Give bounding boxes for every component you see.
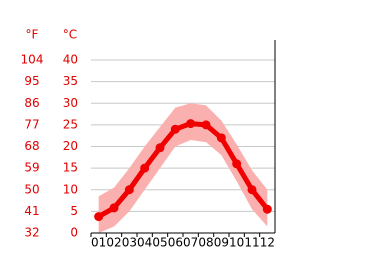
- point: [262, 204, 272, 214]
- x-tick-label: 11: [244, 236, 259, 250]
- y-tick-label: 20: [63, 139, 78, 153]
- y-unit: °C: [63, 28, 77, 42]
- y2-tick-label: 59: [24, 161, 39, 175]
- point: [140, 163, 150, 173]
- point: [109, 203, 119, 213]
- y2-tick-label: 68: [24, 139, 39, 153]
- x-tick-label: 01: [91, 236, 106, 250]
- y2-tick-label: 95: [24, 74, 39, 88]
- y-tick-label: 5: [70, 204, 78, 218]
- point: [170, 124, 180, 134]
- point: [216, 133, 226, 143]
- x-tick-label: 05: [152, 236, 167, 250]
- x-tick-label: 06: [168, 236, 183, 250]
- y-tick-label: 0: [70, 226, 78, 240]
- point: [201, 120, 211, 130]
- y-tick-label: 30: [63, 96, 78, 110]
- y-tick-label: 25: [63, 117, 78, 131]
- x-tick-label: 08: [198, 236, 213, 250]
- point: [186, 119, 196, 129]
- x-tick-label: 09: [214, 236, 229, 250]
- y-tick-label: 10: [63, 182, 78, 196]
- y2-unit: °F: [26, 28, 39, 42]
- x-tick-label: 02: [106, 236, 121, 250]
- x-tick-label: 04: [137, 236, 152, 250]
- y2-tick-label: 104: [21, 53, 44, 67]
- x-tick-label: 03: [122, 236, 137, 250]
- y-tick-label: 40: [63, 53, 78, 67]
- point: [124, 185, 134, 195]
- point: [247, 185, 257, 195]
- y2-tick-label: 50: [24, 182, 39, 196]
- y-tick-label: 15: [63, 161, 78, 175]
- y-tick-label: 35: [63, 74, 78, 88]
- point: [94, 212, 104, 222]
- x-tick-label: 07: [183, 236, 198, 250]
- y2-tick-label: 86: [24, 96, 39, 110]
- point: [155, 143, 165, 153]
- y2-tick-label: 41: [24, 204, 39, 218]
- y2-tick-label: 32: [24, 226, 39, 240]
- y2-tick-label: 77: [24, 117, 39, 131]
- x-tick-label: 10: [229, 236, 244, 250]
- x-tick-label: 12: [260, 236, 275, 250]
- point: [232, 159, 242, 169]
